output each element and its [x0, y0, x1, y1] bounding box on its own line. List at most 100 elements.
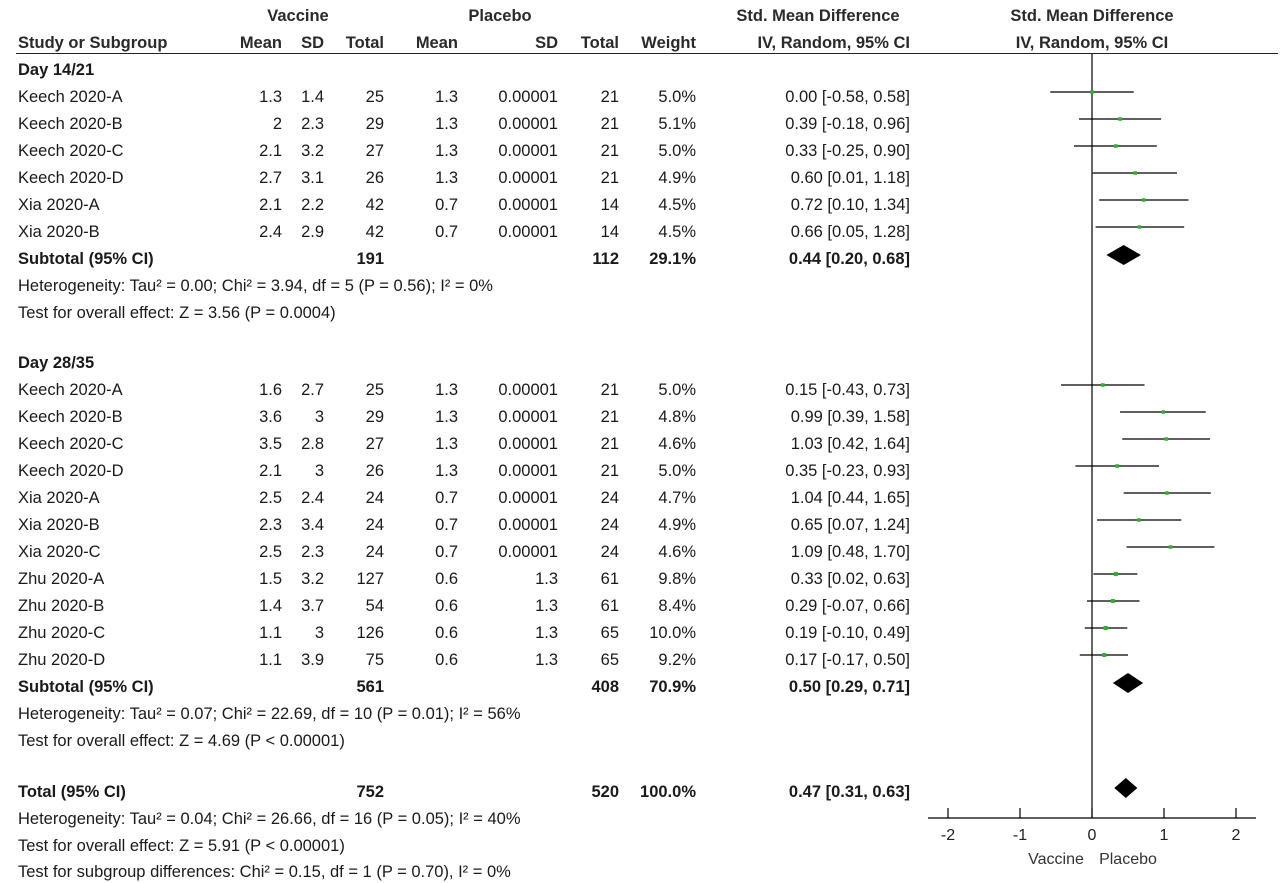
col-placebo-mean: Mean	[415, 34, 458, 52]
study-row-1-3-placebo-total: 21	[600, 142, 619, 160]
overall-effect-2: Test for overall effect: Z = 4.69 (P < 0…	[18, 732, 345, 750]
overall-effect-1: Test for overall effect: Z = 3.56 (P = 0…	[18, 304, 336, 322]
study-row-1-3-weight: 5.0%	[658, 142, 696, 160]
study-row-2-5-placebo-total: 24	[600, 489, 619, 507]
study-row-2-9-vaccine-total: 54	[365, 597, 384, 615]
study-row-2-1-placebo-mean: 1.3	[435, 381, 458, 399]
study-row-1-3-vaccine-mean: 2.1	[259, 142, 282, 160]
study-row-1-1-weight: 5.0%	[658, 88, 696, 106]
study-row-2-7-vaccine-sd: 2.3	[301, 543, 324, 561]
study-row-2-9-weight: 8.4%	[658, 597, 696, 615]
study-row-2-2-placebo-total: 21	[600, 408, 619, 426]
study-row-2-8-name: Zhu 2020-A	[18, 570, 105, 588]
x-tick-label: 0	[1088, 827, 1097, 844]
study-row-2-11-placebo-mean: 0.6	[435, 651, 458, 669]
study-row-2-3-placebo-mean: 1.3	[435, 435, 458, 453]
study-row-2-6-weight: 4.9%	[658, 516, 696, 534]
study-row-2-5-placebo-mean: 0.7	[435, 489, 458, 507]
study-row-2-6-placebo-total: 24	[600, 516, 619, 534]
subtotal-ci-1: 0.44 [0.20, 0.68]	[788, 250, 910, 268]
study-row-2-6-name: Xia 2020-B	[18, 516, 100, 534]
study-row-1-5-placebo-mean: 0.7	[435, 196, 458, 214]
study-row-2-6-ci: 0.65 [0.07, 1.24]	[790, 516, 910, 534]
subgroup-title-2: Day 28/35	[18, 354, 95, 372]
study-row-1-2-placebo-total: 21	[600, 115, 619, 133]
study-row-2-2-vaccine-mean: 3.6	[259, 408, 282, 426]
study-row-2-5-name: Xia 2020-A	[18, 489, 100, 507]
subgroup-title-1: Day 14/21	[18, 61, 95, 79]
study-row-2-4-placebo-total: 21	[600, 462, 619, 480]
study-row-1-2-placebo-mean: 1.3	[435, 115, 458, 133]
study-row-2-11-vaccine-sd: 3.9	[301, 651, 324, 669]
pooled-diamond	[1106, 245, 1141, 265]
study-row-1-1-placebo-sd: 0.00001	[498, 88, 558, 106]
study-row-2-8-weight: 9.8%	[658, 570, 696, 588]
study-row-2-1-weight: 5.0%	[658, 381, 696, 399]
study-row-2-1-vaccine-mean: 1.6	[259, 381, 282, 399]
study-row-2-11-vaccine-mean: 1.1	[259, 651, 282, 669]
study-row-2-4-weight: 5.0%	[658, 462, 696, 480]
study-row-1-2-vaccine-mean: 2	[272, 115, 282, 133]
study-row-1-2-weight: 5.1%	[658, 115, 696, 133]
study-row-2-3-vaccine-mean: 3.5	[259, 435, 282, 453]
study-row-1-2-placebo-sd: 0.00001	[498, 115, 558, 133]
subtotal-vaccine-total-1: 191	[356, 250, 384, 268]
study-row-1-3-placebo-mean: 1.3	[435, 142, 458, 160]
study-row-2-5-vaccine-total: 24	[365, 489, 384, 507]
study-row-1-4-placebo-mean: 1.3	[435, 169, 458, 187]
study-row-2-7-placebo-mean: 0.7	[435, 543, 458, 561]
study-row-2-7-placebo-sd: 0.00001	[498, 543, 558, 561]
study-row-1-2-vaccine-sd: 2.3	[301, 115, 324, 133]
study-row-2-4-ci: 0.35 [-0.23, 0.93]	[785, 462, 910, 480]
study-row-1-1-name: Keech 2020-A	[18, 88, 123, 106]
total-label: Total (95% CI)	[18, 783, 126, 801]
study-row-2-5-vaccine-sd: 2.4	[301, 489, 324, 507]
subgroup-differences: Test for subgroup differences: Chi² = 0.…	[18, 863, 511, 881]
study-point	[1090, 90, 1094, 94]
study-row-2-10-weight: 10.0%	[649, 624, 696, 642]
col-vaccine-mean: Mean	[239, 34, 282, 52]
study-row-2-10-vaccine-total: 126	[356, 624, 384, 642]
study-row-1-5-ci: 0.72 [0.10, 1.34]	[790, 196, 910, 214]
col-vaccine-sd: SD	[301, 34, 324, 52]
study-row-1-6-vaccine-total: 42	[365, 223, 384, 241]
study-point	[1164, 437, 1168, 441]
study-row-2-3-placebo-sd: 0.00001	[498, 435, 558, 453]
study-row-1-5-placebo-sd: 0.00001	[498, 196, 558, 214]
study-row-2-1-ci: 0.15 [-0.43, 0.73]	[785, 381, 910, 399]
study-row-2-10-placebo-sd: 1.3	[535, 624, 558, 642]
study-row-1-6-weight: 4.5%	[658, 223, 696, 241]
study-row-1-4-ci: 0.60 [0.01, 1.18]	[790, 169, 910, 187]
study-row-2-5-vaccine-mean: 2.5	[259, 489, 282, 507]
study-point	[1110, 598, 1115, 604]
study-point	[1161, 410, 1166, 414]
study-point	[1115, 464, 1119, 468]
study-row-2-8-vaccine-total: 127	[356, 570, 384, 588]
study-row-1-6-name: Xia 2020-B	[18, 223, 100, 241]
study-row-1-1-ci: 0.00 [-0.58, 0.58]	[785, 88, 910, 106]
study-row-2-7-vaccine-mean: 2.5	[259, 543, 282, 561]
study-row-2-7-ci: 1.09 [0.48, 1.70]	[790, 543, 910, 561]
study-row-1-3-ci: 0.33 [-0.25, 0.90]	[785, 142, 910, 160]
study-row-2-10-ci: 0.19 [-0.10, 0.49]	[785, 624, 910, 642]
study-row-1-5-placebo-total: 14	[600, 196, 619, 214]
study-row-1-1-vaccine-sd: 1.4	[301, 88, 324, 106]
pooled-diamond	[1112, 673, 1144, 693]
study-row-1-6-placebo-total: 14	[600, 223, 619, 241]
total-vaccine-total: 752	[356, 783, 384, 801]
study-row-2-9-ci: 0.29 [-0.07, 0.66]	[785, 597, 910, 615]
study-row-2-11-weight: 9.2%	[658, 651, 696, 669]
study-row-2-4-name: Keech 2020-D	[18, 462, 124, 480]
study-row-2-7-vaccine-total: 24	[365, 543, 384, 561]
study-row-2-10-placebo-total: 65	[600, 624, 619, 642]
col-method-table: IV, Random, 95% CI	[757, 34, 910, 52]
study-row-2-7-name: Xia 2020-C	[18, 543, 101, 561]
col-placebo-sd: SD	[535, 34, 558, 52]
study-point	[1168, 545, 1173, 549]
study-point	[1102, 652, 1107, 658]
study-row-2-1-vaccine-total: 25	[365, 381, 384, 399]
favours-right-label: Placebo	[1099, 851, 1157, 868]
study-row-2-9-vaccine-mean: 1.4	[259, 597, 282, 615]
study-row-2-6-vaccine-sd: 3.4	[301, 516, 324, 534]
